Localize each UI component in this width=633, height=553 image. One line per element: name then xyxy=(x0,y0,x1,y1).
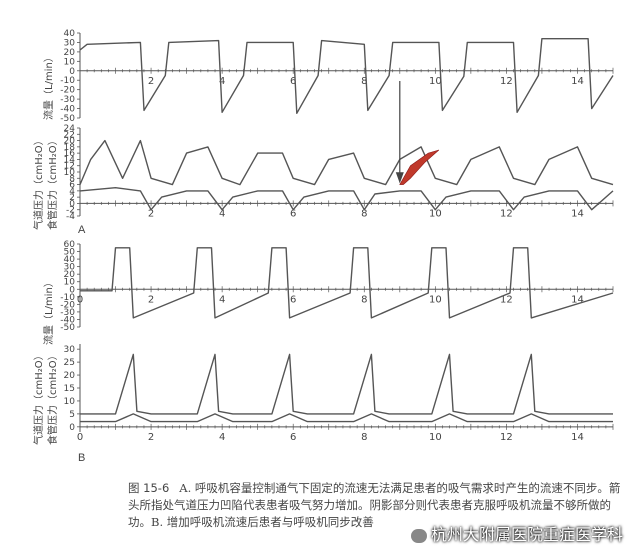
y-tick-label-b-flow: 0 xyxy=(69,285,75,295)
x-tick-label-a-flow: 6 xyxy=(290,76,296,87)
x-tick-label-b-pressure: 2 xyxy=(148,432,154,443)
y-tick-label-a-pressure: -2 xyxy=(66,206,75,216)
x-tick-label-b-pressure: 6 xyxy=(290,432,296,443)
y-label-b-esoph: 食管压力（cmH₂O） xyxy=(48,350,59,445)
y-tick-label-b-flow: -40 xyxy=(60,315,75,325)
watermark: 杭州大附属医院重症医学科 xyxy=(410,521,623,545)
x-tick-label-a-flow: 12 xyxy=(500,76,513,87)
figure-number: 图 15-6 xyxy=(128,481,170,495)
y-tick-label-b-flow: -50 xyxy=(60,323,75,333)
x-tick-label-a-pressure: 8 xyxy=(361,208,367,219)
y-tick-label-a-flow: -30 xyxy=(60,95,75,105)
y-label-a-flow: 流量（L/min） xyxy=(44,52,55,120)
y-tick-label-b-flow: 10 xyxy=(64,278,76,288)
y-tick-label-b-flow: -20 xyxy=(60,300,75,310)
y-tick-label-a-flow: -40 xyxy=(60,105,75,115)
x-tick-label-a-pressure: 12 xyxy=(500,208,513,219)
y-tick-label-a-pressure: 4 xyxy=(69,187,75,197)
y-tick-label-a-flow: 0 xyxy=(69,67,75,77)
y-tick-label-a-pressure: 8 xyxy=(69,174,75,184)
y-tick-label-b-flow: 50 xyxy=(64,248,76,258)
y-tick-label-a-flow: 10 xyxy=(64,57,76,67)
x-tick-label-a-flow: 14 xyxy=(571,76,584,87)
x-tick-label-a-pressure: 10 xyxy=(429,208,442,219)
y-tick-label-b-flow: 30 xyxy=(64,263,76,273)
y-label-b-pressure: 气道压力（cmH₂O） xyxy=(34,350,45,445)
series-line-b-flow-0 xyxy=(80,247,614,319)
panel-label-b: B xyxy=(78,452,86,464)
x-tick-label-a-pressure: 4 xyxy=(219,208,225,219)
x-tick-label-b-pressure: 0 xyxy=(77,432,83,443)
y-tick-label-b-pressure: 5 xyxy=(69,410,75,420)
x-tick-label-b-flow: 10 xyxy=(429,294,442,305)
y-tick-label-a-pressure: 0 xyxy=(69,199,75,209)
y-tick-label-b-pressure: 30 xyxy=(64,345,76,355)
y-label-b-flow: 流量（L/min） xyxy=(44,277,55,345)
y-tick-label-b-flow: 60 xyxy=(64,240,76,250)
y-tick-label-a-pressure: 24 xyxy=(64,124,76,134)
y-label-a-esoph: 食管压力（cmH₂O） xyxy=(48,135,59,230)
watermark-text: 杭州大附属医院重症医学科 xyxy=(430,525,623,544)
y-tick-label-b-flow: -30 xyxy=(60,308,75,318)
series-line-b-pressure-1 xyxy=(80,413,613,423)
y-tick-label-a-pressure: 12 xyxy=(64,162,75,172)
series-line-a-flow-0 xyxy=(79,38,614,115)
caption-text: A. 呼吸机容量控制通气下固定的流速无法满足患者的吸气需求时产生的流速不同步。箭… xyxy=(128,481,621,529)
x-tick-label-b-flow: 12 xyxy=(500,294,513,305)
y-tick-label-b-pressure: 10 xyxy=(64,397,76,407)
y-tick-label-a-flow: 40 xyxy=(64,29,76,39)
y-tick-label-a-pressure: 14 xyxy=(64,155,76,165)
y-tick-label-a-flow: -20 xyxy=(60,86,75,96)
y-tick-label-a-pressure: 22 xyxy=(64,130,75,140)
series-line-a-pressure-0 xyxy=(79,139,614,186)
y-tick-label-a-pressure: 18 xyxy=(64,143,76,153)
x-tick-label-a-pressure: 6 xyxy=(290,208,296,219)
x-tick-label-b-pressure: 10 xyxy=(429,432,442,443)
x-tick-label-b-pressure: 8 xyxy=(361,432,367,443)
x-tick-label-a-flow: 10 xyxy=(429,76,442,87)
x-tick-label-a-flow: 2 xyxy=(148,76,154,87)
panel-label-a: A xyxy=(78,224,86,236)
y-tick-label-b-flow: 40 xyxy=(64,255,76,265)
x-tick-label-b-flow: 4 xyxy=(219,294,225,305)
x-tick-label-b-flow: 0 xyxy=(77,294,83,305)
y-label-a-pressure: 气道压力（cmH₂O） xyxy=(34,135,45,230)
x-tick-label-a-flow: 8 xyxy=(361,76,367,87)
x-tick-label-a-pressure: 14 xyxy=(571,208,584,219)
y-tick-label-b-flow: -10 xyxy=(60,293,75,303)
y-tick-label-a-flow: -10 xyxy=(60,76,75,86)
y-tick-label-a-pressure: 16 xyxy=(64,149,76,159)
y-tick-label-a-flow: -50 xyxy=(60,114,75,124)
y-tick-label-a-flow: 20 xyxy=(64,48,76,58)
series-line-a-pressure-1 xyxy=(79,186,614,211)
y-tick-label-b-pressure: 25 xyxy=(64,358,75,368)
y-tick-label-b-pressure: 15 xyxy=(64,384,75,394)
y-tick-label-a-pressure: -4 xyxy=(66,212,75,222)
x-tick-label-b-flow: 2 xyxy=(148,294,154,305)
x-tick-label-a-pressure: 2 xyxy=(148,208,154,219)
x-tick-label-b-flow: 8 xyxy=(361,294,367,305)
series-line-b-pressure-0 xyxy=(80,353,613,415)
x-tick-label-b-pressure: 14 xyxy=(571,432,584,443)
y-tick-label-a-flow: 30 xyxy=(64,38,76,48)
y-tick-label-b-pressure: 0 xyxy=(69,423,75,433)
wechat-icon xyxy=(410,528,427,543)
annotation-arrowhead xyxy=(395,172,404,184)
y-tick-label-b-flow: 20 xyxy=(64,270,76,280)
y-tick-label-a-pressure: 2 xyxy=(69,193,75,203)
y-tick-label-a-pressure: 6 xyxy=(69,181,75,191)
y-tick-label-a-pressure: 20 xyxy=(64,137,76,147)
y-tick-label-a-pressure: 10 xyxy=(64,168,76,178)
x-tick-label-a-flow: 4 xyxy=(219,76,225,87)
x-tick-label-b-pressure: 12 xyxy=(500,432,513,443)
x-tick-label-b-flow: 14 xyxy=(571,294,584,305)
figure-caption: 图 15-6 A. 呼吸机容量控制通气下固定的流速无法满足患者的吸气需求时产生的流… xyxy=(128,480,628,531)
x-tick-label-b-pressure: 4 xyxy=(219,432,225,443)
shaded-work-area xyxy=(399,149,440,185)
y-tick-label-b-pressure: 20 xyxy=(64,371,76,381)
x-tick-label-b-flow: 6 xyxy=(290,294,296,305)
